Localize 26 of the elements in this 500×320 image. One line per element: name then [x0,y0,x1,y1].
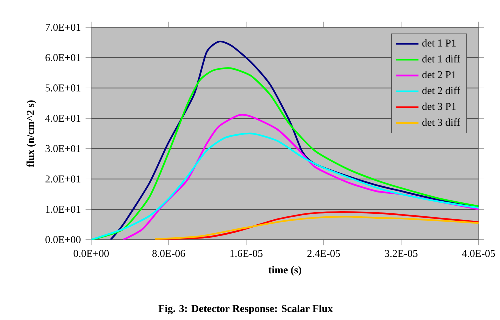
x-tick-label: 3.2E-05 [385,250,418,258]
y-tick-label: 1.0E+01 [46,206,81,214]
legend-label: det 3 P1 [422,103,456,110]
x-tick-label: 4.0E-05 [462,250,496,258]
y-tick-label: 6.0E+01 [46,54,81,62]
legend-label: det 2 P1 [422,71,456,79]
x-tick-label: 1.6E-05 [230,250,263,258]
legend-label: det 2 diff [422,87,460,95]
x-tick-label: 2.4E-05 [308,250,340,258]
legend-label: det 1 diff [422,55,460,63]
x-axis-title: time (s) [268,266,302,276]
x-tick-label: 8.0E-06 [152,250,186,258]
y-tick-label: 0.0E+00 [46,236,81,244]
y-tick-label: 4.0E+01 [46,115,81,122]
x-tick-label: 0.0E+00 [74,250,110,258]
caption: Fig. 3: Detector Response: Scalar Flux [158,305,334,315]
line-series [91,133,479,240]
line-series [154,216,479,240]
line-series [122,114,479,240]
y-tick-label: 7.0E+01 [46,24,81,32]
y-tick-label: 5.0E+01 [46,84,81,92]
legend-label: det 3 diff [422,118,460,126]
y-tick-label: 2.0E+01 [46,176,81,184]
y-axis-title: flux (n/cm^2 s) [26,100,36,168]
y-tick-label: 3.0E+01 [46,146,81,153]
legend-label: det 1 P1 [422,40,456,48]
